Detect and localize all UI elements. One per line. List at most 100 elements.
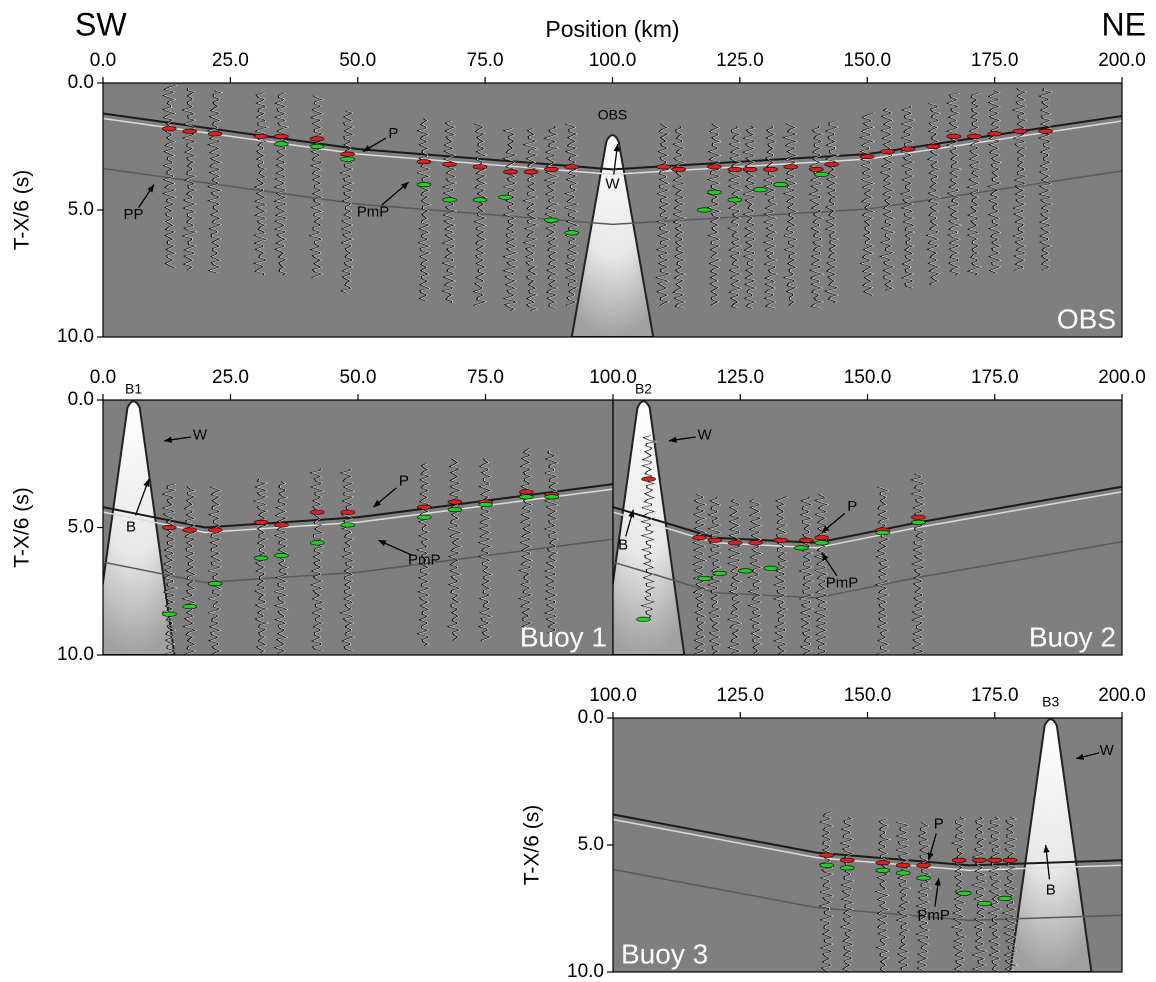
arrow-head [934, 878, 941, 886]
annotation: B2 [635, 381, 652, 397]
arrow-head [821, 525, 830, 533]
pick [697, 575, 712, 581]
annotation: PmP [917, 907, 950, 924]
annotation: W [605, 176, 620, 193]
x-tick-label: 25.0 [212, 367, 249, 388]
trace [858, 113, 876, 296]
x-tick-label: 150.0 [844, 685, 892, 706]
pick [472, 164, 488, 170]
y-tick-label: 5.0 [68, 199, 94, 220]
pick [1012, 128, 1028, 134]
pick [253, 133, 269, 139]
direct-wave [570, 134, 655, 337]
trace [741, 125, 758, 309]
pick [564, 164, 580, 170]
trace [986, 90, 1003, 274]
trace [415, 463, 432, 647]
trace [339, 468, 357, 652]
pick [274, 553, 289, 559]
pick [727, 540, 743, 546]
pick [748, 540, 763, 546]
plot-area: P PmP PP OBS W [103, 83, 1122, 337]
trace-hl [474, 123, 489, 306]
panel-label: OBS [1057, 303, 1116, 334]
trace [273, 481, 290, 655]
trace [338, 110, 356, 294]
reflection-deep [103, 538, 613, 584]
direct-wave [103, 400, 176, 655]
trace [309, 468, 326, 652]
trace [874, 486, 891, 655]
annotation: P [399, 473, 409, 490]
pick [987, 857, 1003, 863]
trace [818, 811, 835, 972]
pick [161, 126, 177, 132]
pick [859, 154, 875, 160]
trace [181, 87, 198, 271]
trace-hl [708, 496, 723, 655]
trace-hl [708, 123, 722, 306]
trace [925, 102, 942, 286]
pick [712, 570, 728, 576]
trace [899, 105, 916, 289]
reflection [613, 813, 1122, 867]
trace [273, 92, 291, 276]
trace-hl [693, 494, 708, 655]
y-tick-label: 0.0 [68, 72, 94, 93]
x-tick-label: 0.0 [90, 367, 116, 388]
x-tick-label: 75.0 [467, 367, 504, 388]
trace [813, 493, 830, 655]
trace-hl [743, 125, 758, 309]
pick [518, 489, 534, 495]
x-tick-label: 150.0 [844, 367, 892, 388]
reflection [103, 112, 1122, 171]
panel: W B P PmP B2 Buoy 2 125.0 150.0 175.0 200.0 [612, 367, 1146, 656]
direct-wave [1009, 718, 1093, 972]
annotation: PmP [826, 575, 859, 592]
annotation: B [1046, 882, 1056, 899]
trace [441, 120, 458, 304]
pick [799, 537, 814, 543]
y-tick-label: 10.0 [567, 961, 604, 982]
trace-hl [989, 816, 1003, 972]
trace-hl [988, 90, 1003, 273]
trace-hl [208, 90, 224, 273]
pick [977, 900, 992, 906]
pick [839, 865, 855, 871]
arrow-head [613, 143, 620, 152]
pick [447, 507, 463, 513]
trace-hl [275, 481, 290, 654]
pick [814, 540, 829, 546]
arrow-head [1076, 753, 1085, 760]
pick [416, 182, 432, 188]
trace-hl [820, 811, 835, 972]
trace-hl [673, 126, 688, 309]
arrow-head [362, 145, 371, 152]
reflection-deep [613, 868, 1122, 922]
pick [946, 133, 962, 139]
pick [1038, 128, 1053, 134]
trace [472, 123, 489, 307]
trace-hl [901, 105, 916, 289]
pick [544, 494, 560, 500]
trace [782, 123, 799, 306]
trace-hl [764, 126, 780, 309]
x-tick-label: 175.0 [971, 50, 1019, 71]
pick [773, 537, 789, 543]
pick [340, 151, 355, 157]
pick [794, 545, 809, 551]
pick [641, 476, 656, 482]
y-tick-label: 0.0 [68, 389, 94, 410]
pick [956, 890, 972, 896]
trace-hl [774, 496, 789, 655]
pick [274, 522, 289, 528]
pick [498, 194, 513, 200]
trace-hl [841, 816, 856, 972]
x-tick-label: 200.0 [1098, 367, 1146, 388]
pick [340, 509, 356, 515]
trace-hl [1003, 816, 1019, 972]
x-tick-label: 200.0 [1098, 685, 1146, 706]
pick [900, 146, 916, 152]
annotation: PmP [357, 204, 390, 221]
